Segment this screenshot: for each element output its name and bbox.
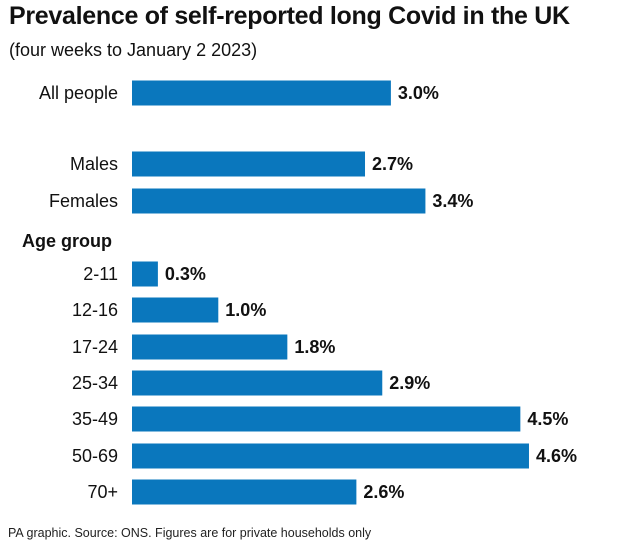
category-label: 35-49	[72, 409, 118, 429]
category-label: 70+	[87, 482, 118, 502]
bar	[132, 370, 383, 396]
category-label: 2-11	[83, 264, 118, 284]
value-label: 2.7%	[372, 154, 413, 174]
category-label: Females	[49, 191, 118, 211]
source-note: PA graphic. Source: ONS. Figures are for…	[8, 526, 372, 540]
category-label: 25-34	[72, 373, 118, 393]
value-label: 4.6%	[536, 446, 577, 466]
bar	[132, 334, 288, 360]
value-label: 3.0%	[398, 83, 439, 103]
category-label: 12-16	[72, 300, 118, 320]
chart-title: Prevalence of self-reported long Covid i…	[9, 2, 570, 30]
value-label: 0.3%	[165, 264, 206, 284]
value-label: 3.4%	[432, 191, 473, 211]
age-group-heading: Age group	[22, 231, 112, 251]
value-label: 2.6%	[363, 482, 404, 502]
value-label: 1.0%	[225, 300, 266, 320]
value-label: 4.5%	[527, 409, 568, 429]
chart-subtitle: (four weeks to January 2 2023)	[9, 40, 258, 60]
bar	[132, 80, 391, 106]
bar	[132, 443, 529, 469]
category-label: 50-69	[72, 446, 118, 466]
value-label: 2.9%	[389, 373, 430, 393]
value-label: 1.8%	[294, 337, 335, 357]
category-label: 17-24	[72, 337, 118, 357]
bar	[132, 188, 426, 214]
category-label: Males	[70, 154, 118, 174]
bar	[132, 406, 521, 432]
bar	[132, 479, 357, 505]
bar-chart: All people 3.0% Males 2.7% Females 3.4% 2-11 0.…	[39, 80, 577, 505]
bar	[132, 261, 158, 287]
bar	[132, 151, 366, 177]
bar	[132, 297, 219, 323]
category-label: All people	[39, 83, 118, 103]
